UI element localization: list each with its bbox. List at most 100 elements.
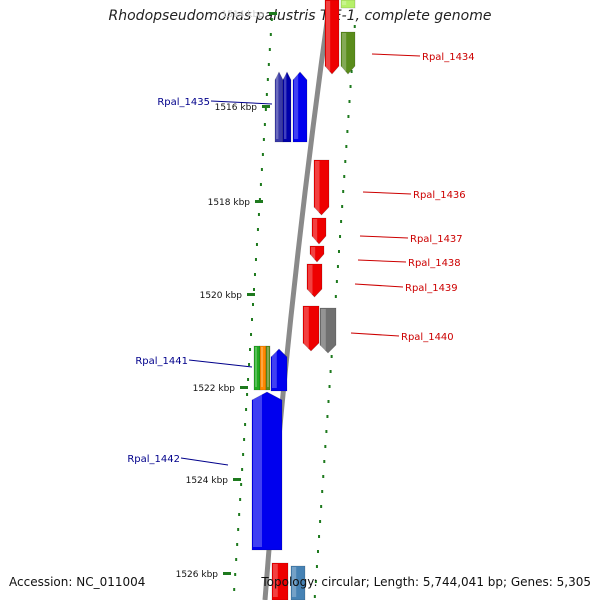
gene-arrow-rpal-1435-a — [274, 71, 284, 143]
gene-arrow-rpal-1440-a-highlight — [304, 307, 309, 348]
tick-label: 1522 kbp — [193, 384, 236, 394]
guide-dot — [315, 565, 318, 568]
guide-dot — [239, 498, 242, 501]
guide-dot — [330, 355, 333, 358]
gene-arrow-rpal-1438 — [309, 245, 325, 263]
guide-dot — [257, 213, 260, 216]
label-leader — [362, 191, 412, 195]
guide-dot — [244, 423, 247, 426]
gene-label: Rpal_1438 — [408, 258, 461, 269]
tick-label: 1524 kbp — [186, 476, 229, 486]
guide-dot — [343, 175, 346, 178]
guide-dot — [235, 558, 238, 561]
tick-mark — [240, 386, 248, 389]
gene-labels: Rpal_1434 Rpal_1436 Rpal_1437 Rpal_1438 Rpal… — [127, 52, 475, 466]
tick-label: 1526 kbp — [176, 570, 219, 580]
gene-arrow-blue-1 — [292, 71, 308, 143]
guide-dot — [250, 333, 253, 336]
guide-dot — [263, 123, 266, 126]
guide-dot — [353, 25, 356, 28]
guide-dot — [248, 363, 251, 366]
guide-dot — [334, 295, 337, 298]
guide-dot — [246, 393, 249, 396]
guide-dot — [236, 543, 239, 546]
gene-arrow-rpal-1441-c — [265, 345, 271, 391]
accession-text: Accession: NC_011004 — [9, 575, 146, 589]
tick-mark — [247, 293, 255, 296]
gene-label: Rpal_1442 — [127, 454, 180, 465]
gene-arrow-rpal-1441-a-highlight — [255, 347, 257, 387]
gene-arrow-rpal-1438-highlight — [311, 247, 316, 259]
guide-dot — [346, 130, 349, 133]
guide-dot — [340, 220, 343, 223]
guide-dot — [260, 168, 263, 171]
gene-arrow-rpal-1442 — [251, 391, 283, 551]
label-leader — [354, 283, 404, 288]
gene-label: Rpal_1434 — [422, 52, 475, 63]
guide-dot — [252, 303, 255, 306]
guide-dot — [251, 318, 254, 321]
gene-arrow-rpal-1434-highlight — [326, 1, 331, 71]
gene-arrow-blue-1-highlight — [294, 73, 299, 139]
guide-dot — [319, 520, 322, 523]
guide-dot — [247, 378, 250, 381]
gene-arrow-rpal-1439-highlight — [308, 265, 313, 294]
guide-dot — [245, 408, 248, 411]
guide-dot — [264, 108, 267, 111]
guide-dot — [262, 138, 265, 141]
guide-dot — [255, 243, 258, 246]
guide-dot — [350, 70, 353, 73]
gene-arrow-rpal-1434 — [324, 0, 340, 75]
guide-dot — [349, 85, 352, 88]
gene-arrow-rpal-1435-b-highlight — [284, 73, 287, 139]
gene-arrow-bottom-red-highlight — [273, 564, 278, 597]
gene-arrow-blue-2 — [270, 348, 288, 392]
gene-arrow-rpal-1435-b — [282, 71, 292, 143]
label-leader — [210, 100, 273, 105]
guide-dot — [233, 588, 236, 591]
gene-arrow-rpal-1440-b — [319, 307, 337, 354]
guide-dot — [268, 48, 271, 51]
gene-label: Rpal_1440 — [401, 332, 454, 343]
guide-dot — [316, 550, 319, 553]
label-leader — [180, 457, 229, 466]
label-leader — [357, 259, 407, 263]
gene-label: Rpal_1435 — [157, 97, 210, 108]
guide-dot — [249, 348, 252, 351]
gene-label: Rpal_1439 — [405, 283, 458, 294]
guide-dot — [267, 63, 270, 66]
guide-dot — [348, 100, 351, 103]
gene-arrow-rpal-1436-highlight — [315, 161, 320, 212]
tick-label: 1516 kbp — [215, 103, 258, 113]
guide-dot — [237, 528, 240, 531]
guide-dot — [241, 468, 244, 471]
gene-arrow-green-1-highlight — [342, 1, 347, 5]
guide-dot — [339, 235, 342, 238]
gene-arrow-rpal-1435-a-highlight — [276, 73, 279, 139]
tick-mark — [223, 572, 231, 575]
tick-label: 1518 kbp — [208, 198, 251, 208]
guide-dot — [323, 460, 326, 463]
gene-arrow-green-2 — [340, 31, 356, 75]
guide-dot — [320, 505, 323, 508]
tick-mark — [233, 478, 241, 481]
guide-dot — [269, 33, 272, 36]
guide-dot — [234, 573, 237, 576]
guide-dot — [327, 400, 330, 403]
gene-arrow-rpal-1442-highlight — [253, 393, 262, 547]
gene-arrow-bottom-blue — [290, 565, 306, 600]
map-title: Rhodopseudomonas palustris TIE-1, comple… — [108, 8, 492, 24]
guide-dot — [335, 280, 338, 283]
gene-arrow-green-2-highlight — [342, 33, 347, 71]
guide-dot — [256, 228, 259, 231]
dotted-guide-lines — [233, 18, 356, 598]
tick-mark — [262, 105, 270, 108]
guide-dot — [265, 93, 268, 96]
gene-arrow-green-1 — [340, 0, 356, 9]
guide-dot — [313, 595, 316, 598]
guide-dot — [243, 438, 246, 441]
guide-dot — [242, 453, 245, 456]
gene-arrow-rpal-1436 — [313, 159, 330, 216]
guide-dot — [258, 198, 261, 201]
